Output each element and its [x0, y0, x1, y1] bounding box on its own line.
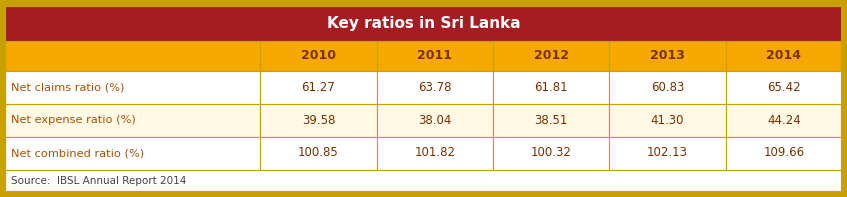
- Text: Net combined ratio (%): Net combined ratio (%): [11, 148, 144, 158]
- Bar: [5, 103, 260, 137]
- Text: 2013: 2013: [650, 49, 685, 62]
- Bar: [609, 137, 726, 169]
- Text: 61.27: 61.27: [302, 81, 335, 94]
- Bar: [260, 137, 377, 169]
- Bar: [377, 41, 493, 71]
- Bar: [726, 41, 842, 71]
- Bar: [609, 103, 726, 137]
- Bar: [5, 6, 842, 41]
- Text: 65.42: 65.42: [767, 81, 800, 94]
- Text: 41.30: 41.30: [650, 113, 684, 126]
- Text: Net claims ratio (%): Net claims ratio (%): [11, 82, 125, 92]
- Bar: [5, 71, 260, 103]
- Bar: [609, 41, 726, 71]
- Text: 109.66: 109.66: [763, 147, 805, 160]
- Text: 44.24: 44.24: [767, 113, 800, 126]
- Bar: [377, 103, 493, 137]
- Bar: [726, 103, 842, 137]
- Text: Source:  IBSL Annual Report 2014: Source: IBSL Annual Report 2014: [11, 176, 186, 186]
- Bar: [260, 41, 377, 71]
- Bar: [260, 103, 377, 137]
- Bar: [493, 71, 609, 103]
- Text: 2012: 2012: [534, 49, 568, 62]
- Bar: [726, 137, 842, 169]
- Text: Net expense ratio (%): Net expense ratio (%): [11, 115, 136, 125]
- Bar: [726, 71, 842, 103]
- Bar: [377, 137, 493, 169]
- Text: 39.58: 39.58: [302, 113, 335, 126]
- Text: 2011: 2011: [418, 49, 452, 62]
- Text: 38.51: 38.51: [534, 113, 567, 126]
- Text: 100.32: 100.32: [531, 147, 572, 160]
- Text: Key ratios in Sri Lanka: Key ratios in Sri Lanka: [327, 16, 520, 31]
- Text: 63.78: 63.78: [418, 81, 451, 94]
- Text: 38.04: 38.04: [418, 113, 451, 126]
- Bar: [493, 137, 609, 169]
- Bar: [5, 137, 260, 169]
- Text: 2014: 2014: [767, 49, 801, 62]
- Text: 100.85: 100.85: [298, 147, 339, 160]
- Bar: [377, 71, 493, 103]
- Text: 61.81: 61.81: [534, 81, 568, 94]
- Text: 2010: 2010: [301, 49, 336, 62]
- Bar: [5, 41, 260, 71]
- Text: 102.13: 102.13: [647, 147, 688, 160]
- Bar: [493, 41, 609, 71]
- Bar: [5, 169, 842, 191]
- Bar: [493, 103, 609, 137]
- Bar: [609, 71, 726, 103]
- Text: 60.83: 60.83: [650, 81, 684, 94]
- Text: 101.82: 101.82: [414, 147, 456, 160]
- Bar: [260, 71, 377, 103]
